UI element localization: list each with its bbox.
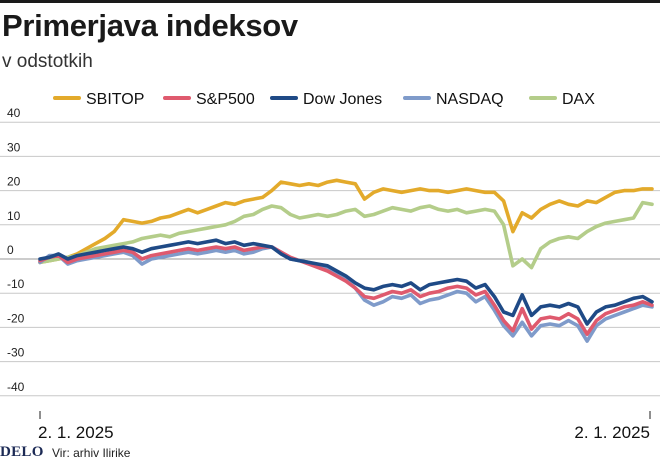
series-line-s-p500 xyxy=(38,245,654,337)
legend-item: Dow Jones xyxy=(270,91,382,108)
series-line-dow-jones xyxy=(38,238,654,326)
y-tick-label: 20 xyxy=(7,175,21,189)
y-tick-label: -10 xyxy=(7,277,25,291)
chart-title: Primerjava indeksov xyxy=(2,8,298,43)
legend: SBITOP S&P500 Dow Jones NASDAQ DAX xyxy=(53,91,595,108)
y-tick-label: -20 xyxy=(7,311,25,325)
y-tick-label: -40 xyxy=(7,380,25,394)
x-axis: 2. 1. 2025 2. 1. 2025 xyxy=(38,411,651,442)
y-tick-label: 40 xyxy=(7,106,21,120)
y-axis-tick-labels: -40 -30 -20 -10 0 10 20 30 40 xyxy=(7,106,25,394)
x-tick-label: 2. 1. 2025 xyxy=(38,423,114,442)
chart-subtitle: v odstotkih xyxy=(2,51,93,72)
y-tick-label: -30 xyxy=(7,346,25,360)
series-lines xyxy=(38,178,654,343)
source-note: Vir: arhiv Ilirike xyxy=(52,446,131,460)
y-tick-label: 10 xyxy=(7,209,21,223)
x-tick-label: 2. 1. 2025 xyxy=(574,423,650,442)
legend-item: SBITOP xyxy=(53,91,144,108)
legend-label: SBITOP xyxy=(86,91,144,108)
top-rule xyxy=(0,0,660,3)
legend-label: S&P500 xyxy=(196,91,255,108)
y-tick-label: 30 xyxy=(7,140,21,154)
y-tick-label: 0 xyxy=(7,243,14,257)
legend-item: DAX xyxy=(529,91,595,108)
series-line-sbitop xyxy=(38,178,654,265)
legend-label: NASDAQ xyxy=(436,91,504,108)
delo-logo: DELO xyxy=(0,444,44,460)
legend-item: S&P500 xyxy=(163,91,255,108)
series-line-dax xyxy=(38,200,654,270)
grid-lines xyxy=(0,121,660,397)
legend-item: NASDAQ xyxy=(403,91,504,108)
legend-label: Dow Jones xyxy=(303,91,382,108)
legend-label: DAX xyxy=(562,91,595,108)
